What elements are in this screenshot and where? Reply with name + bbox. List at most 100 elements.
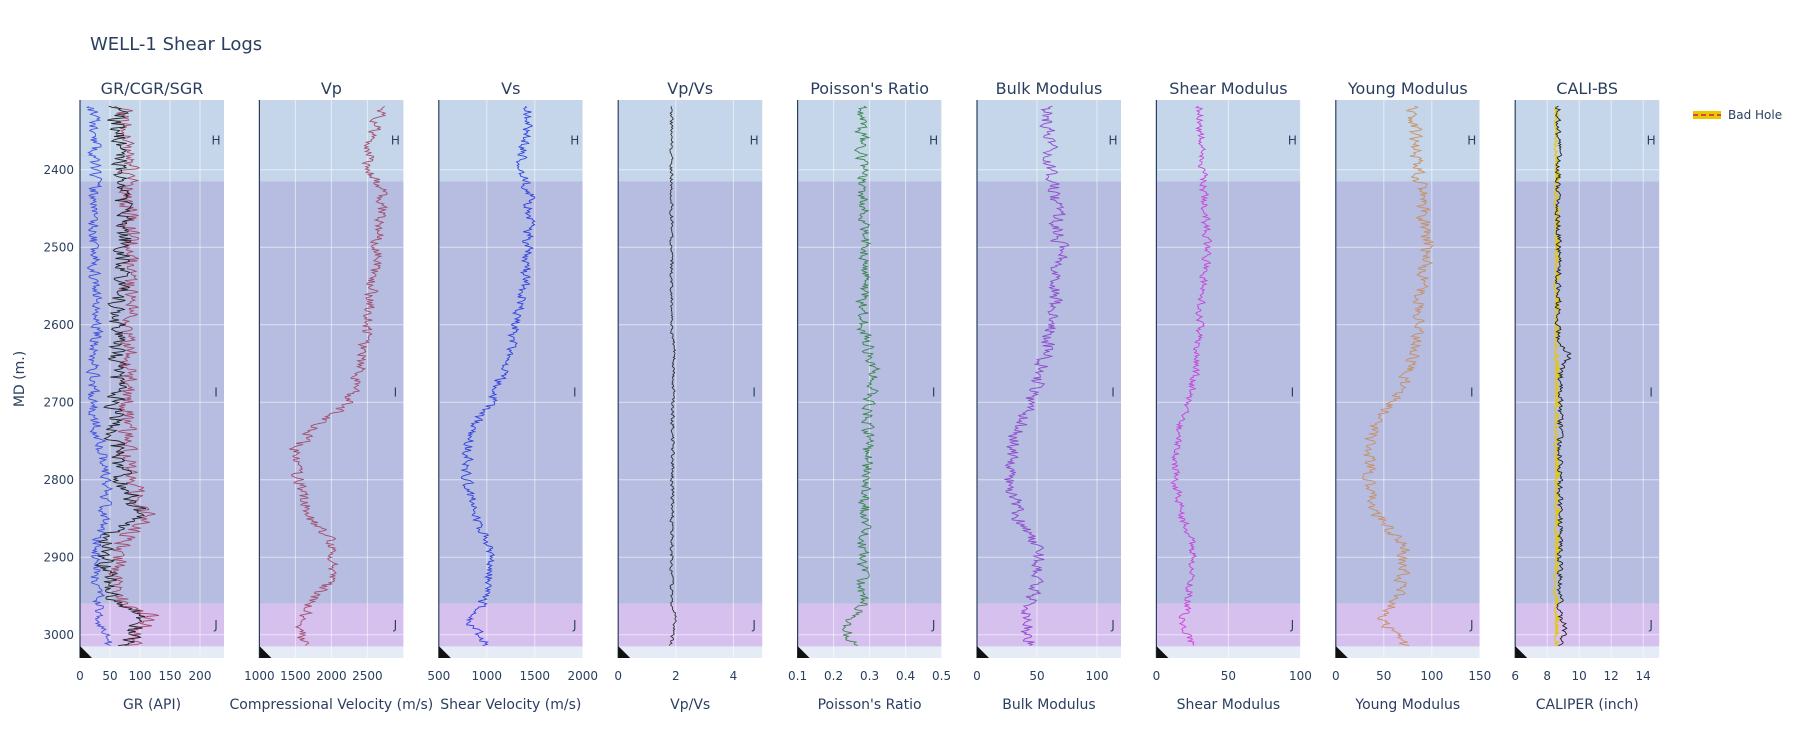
corner-marker — [618, 646, 631, 658]
x-tick-label: 50 — [1221, 669, 1236, 683]
zone-label: H — [391, 134, 400, 148]
series-line — [1554, 105, 1572, 647]
y-axis-label: MD (m.) — [12, 351, 28, 407]
zone-label: J — [751, 618, 756, 632]
zone-band — [977, 181, 1121, 604]
x-tick-label: 100 — [1289, 669, 1312, 683]
corner-marker — [1335, 646, 1348, 658]
zone-band — [1515, 181, 1660, 604]
zone-label: H — [1108, 134, 1117, 148]
zone-label: J — [393, 618, 398, 632]
x-tick-label: 100 — [129, 669, 152, 683]
zone-label: H — [929, 134, 938, 148]
x-tick-label: 50 — [1029, 669, 1044, 683]
track-title: Shear Modulus — [1169, 79, 1287, 98]
series-group — [1170, 105, 1213, 646]
track-1: H I J Vp 1000 1500 2000 2500 Compressional Veloc… — [230, 79, 434, 713]
zone-band — [1335, 181, 1480, 604]
zone-band — [438, 181, 583, 604]
zone-band — [438, 603, 583, 647]
track-6: H I J Shear Modulus 0 50 100 Shear Modulus — [1153, 79, 1312, 713]
track-7: H I J Young Modulus 0 50 100 150 Young Modulus — [1332, 79, 1491, 713]
zone-band — [80, 100, 224, 182]
series-line — [1362, 105, 1435, 647]
y-tick-label: 2500 — [43, 240, 74, 254]
track-5: H I J Bulk Modulus 0 50 100 Bulk Modulus — [973, 79, 1121, 713]
series-group — [841, 105, 881, 647]
x-tick-label: 2500 — [352, 669, 383, 683]
zone-label: J — [1110, 618, 1115, 632]
x-tick-label: 0.2 — [824, 669, 843, 683]
series-line — [1004, 105, 1070, 647]
zone-band — [977, 100, 1121, 182]
track-0: H I J GR/CGR/SGR 0 50 100 150 200 GR (API) — [76, 79, 224, 713]
x-tick-label: 1000 — [244, 669, 275, 683]
x-axis-label: CALIPER (inch) — [1536, 697, 1639, 713]
x-tick-label: 50 — [102, 669, 117, 683]
x-tick-label: 6 — [1511, 669, 1519, 683]
zone-label: I — [1470, 386, 1474, 400]
zone-label: H — [750, 134, 759, 148]
zone-label: J — [1648, 618, 1653, 632]
zone-label: J — [213, 618, 218, 632]
corner-marker — [1515, 646, 1528, 658]
series-line — [1170, 105, 1213, 646]
y-tick-label: 2900 — [43, 550, 74, 564]
track-title: Vp — [321, 79, 342, 98]
x-tick-label: 150 — [1468, 669, 1491, 683]
series-line — [841, 105, 881, 647]
x-axis-label: Bulk Modulus — [1002, 697, 1095, 713]
zone-label: I — [1649, 386, 1653, 400]
zone-band — [618, 603, 763, 647]
zone-label: J — [931, 618, 936, 632]
x-tick-label: 50 — [1376, 669, 1391, 683]
x-axis-label: Compressional Velocity (m/s) — [230, 697, 434, 713]
x-tick-label: 2000 — [316, 669, 347, 683]
x-axis-label: Young Modulus — [1354, 697, 1460, 713]
x-tick-label: 0.1 — [788, 669, 807, 683]
x-tick-label: 14 — [1636, 669, 1651, 683]
legend-swatch — [1693, 111, 1721, 119]
zone-band — [618, 100, 763, 182]
zone-label: H — [211, 134, 220, 148]
zone-label: H — [1467, 134, 1476, 148]
x-tick-label: 0.5 — [932, 669, 951, 683]
series-line — [669, 106, 677, 646]
zone-label: I — [932, 386, 936, 400]
y-tick-label: 2600 — [43, 318, 74, 332]
x-axis-label: Poisson's Ratio — [818, 697, 922, 713]
zone-label: H — [1647, 134, 1656, 148]
y-tick-label: 2700 — [43, 395, 74, 409]
x-axis-label: Vp/Vs — [670, 697, 710, 713]
x-axis-label: GR (API) — [123, 697, 181, 713]
x-tick-label: 0.3 — [860, 669, 879, 683]
corner-marker — [80, 646, 92, 658]
x-tick-label: 2000 — [568, 669, 599, 683]
x-tick-label: 500 — [427, 669, 450, 683]
corner-marker — [977, 646, 989, 658]
y-tick-label: 2400 — [43, 163, 74, 177]
corner-marker — [1156, 646, 1169, 658]
track-3: H I J Vp/Vs 0 2 4 Vp/Vs — [614, 79, 763, 713]
zone-band — [438, 100, 583, 182]
x-tick-label: 1500 — [520, 669, 551, 683]
zone-band — [977, 603, 1121, 647]
track-4: H I J Poisson's Ratio 0.1 0.2 0.3 0.4 0.5 Poisson… — [788, 79, 951, 713]
series-group — [1552, 105, 1572, 647]
zone-label: J — [1469, 618, 1474, 632]
x-tick-label: 12 — [1604, 669, 1619, 683]
zone-label: I — [752, 386, 756, 400]
zone-band — [80, 603, 224, 647]
track-8: H I J CALI-BS 6 8 10 12 14 CALIPER (inch) — [1511, 79, 1660, 713]
x-axis-label: Shear Velocity (m/s) — [440, 697, 581, 713]
x-tick-label: 0 — [973, 669, 981, 683]
zone-label: J — [572, 618, 577, 632]
zone-band — [618, 181, 763, 604]
x-tick-label: 0 — [1153, 669, 1161, 683]
series-line — [95, 105, 147, 647]
series-group — [85, 105, 160, 647]
track-title: GR/CGR/SGR — [101, 79, 204, 98]
y-tick-label: 2800 — [43, 473, 74, 487]
